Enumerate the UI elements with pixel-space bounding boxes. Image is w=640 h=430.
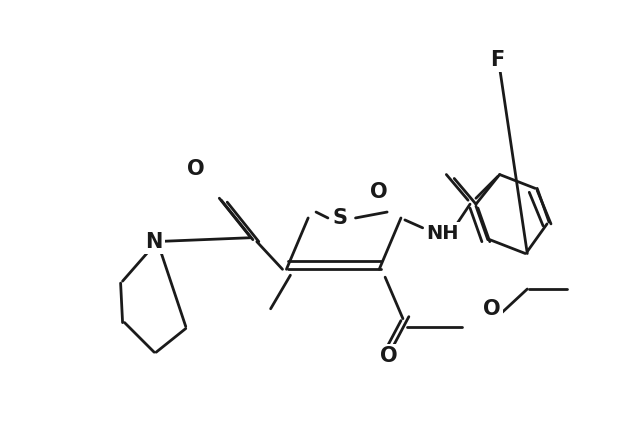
- Text: O: O: [483, 299, 500, 319]
- Text: S: S: [332, 208, 348, 228]
- Text: N: N: [145, 232, 163, 252]
- Text: O: O: [371, 182, 388, 202]
- Text: F: F: [490, 50, 505, 70]
- Text: NH: NH: [427, 224, 459, 243]
- Text: O: O: [380, 346, 398, 366]
- Text: O: O: [187, 159, 204, 178]
